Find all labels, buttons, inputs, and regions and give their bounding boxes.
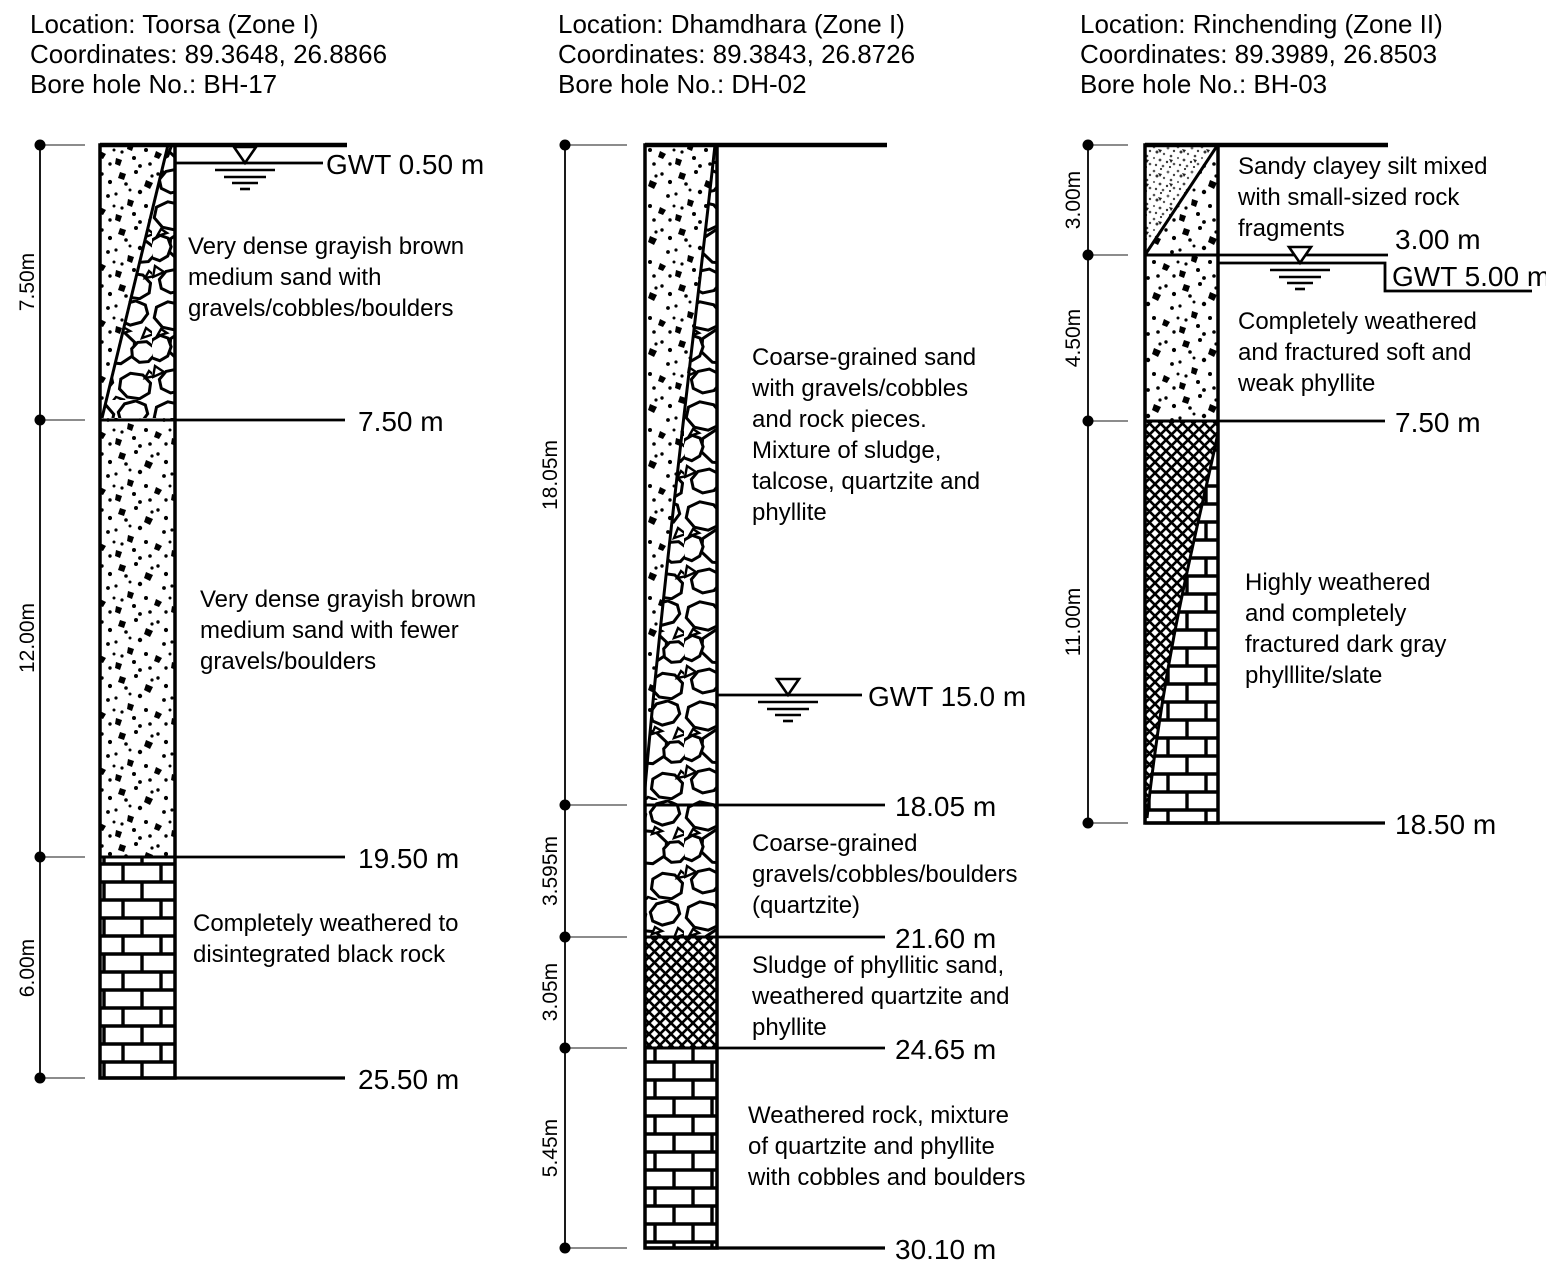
header-borehole-no: Bore hole No.: BH-03 xyxy=(1080,69,1327,99)
layer-description-line: and completely xyxy=(1245,600,1406,627)
water-table-icon xyxy=(1268,245,1332,291)
header-coordinates: Coordinates: 89.3648, 26.8866 xyxy=(30,39,387,69)
layer-diagonal-boundary xyxy=(643,144,717,789)
header-borehole-no: Bore hole No.: BH-17 xyxy=(30,69,277,99)
layer-description-line: phyllite xyxy=(752,499,827,526)
dim-label: 3.05m xyxy=(539,963,562,1021)
gwt-label: GWT 0.50 m xyxy=(326,149,484,180)
depth-label: 24.65 m xyxy=(895,1034,996,1065)
depth-label: 3.00 m xyxy=(1395,224,1481,255)
header-coordinates: Coordinates: 89.3843, 26.8726 xyxy=(558,39,915,69)
layer-curved-boundary xyxy=(1145,432,1220,819)
layer-description-line: phyllite xyxy=(752,1014,827,1041)
layer-description-line: Mixture of sludge, xyxy=(752,437,941,464)
gwt-label: GWT 15.0 m xyxy=(868,681,1026,712)
layer-weathered-rock xyxy=(100,857,175,1078)
layer-description-line: Coarse-grained xyxy=(752,830,917,857)
dim-label: 7.50m xyxy=(16,253,39,311)
layer-description-line: Completely weathered to xyxy=(193,910,458,937)
layer-description-line: Very dense grayish brown xyxy=(200,586,476,613)
depth-label: 19.50 m xyxy=(358,843,459,874)
layer-description-line: and rock pieces. xyxy=(752,406,927,433)
layer-description-line: weathered quartzite and xyxy=(751,983,1010,1010)
depth-label: 25.50 m xyxy=(358,1064,459,1095)
borehole-dh02: Location: Dhamdhara (Zone I) Coordinates… xyxy=(539,9,1026,1265)
layer-description-line: fragments xyxy=(1238,215,1345,242)
layer-description-line: Highly weathered xyxy=(1245,569,1430,596)
layer-description-line: medium sand with fewer xyxy=(200,617,459,644)
dim-label: 6.00m xyxy=(16,939,39,997)
layer-description-line: Completely weathered xyxy=(1238,308,1477,335)
depth-label: 18.05 m xyxy=(895,791,996,822)
layer-description-line: of quartzite and phyllite xyxy=(748,1133,995,1160)
layer-diagonal-boundary xyxy=(100,144,170,419)
dim-label: 18.05m xyxy=(539,440,562,510)
layer-description-line: gravels/cobbles/boulders xyxy=(752,861,1018,888)
water-table-icon xyxy=(756,677,820,723)
layer-sand xyxy=(100,420,175,857)
layer-diagonal-boundary xyxy=(1143,145,1219,256)
layer-description-line: talcose, quartzite and xyxy=(752,468,980,495)
layer-description-line: with gravels/cobbles xyxy=(751,375,968,402)
layer-description-line: with cobbles and boulders xyxy=(747,1164,1026,1191)
header-location: Location: Dhamdhara (Zone I) xyxy=(558,9,905,39)
layer-description-line: and fractured soft and xyxy=(1238,339,1471,366)
gwt-label: GWT 5.00 m xyxy=(1392,261,1546,292)
layer-description-line: medium sand with xyxy=(188,264,381,291)
dim-label: 3.595m xyxy=(539,836,562,906)
layer-description-line: weak phyllite xyxy=(1237,370,1375,397)
layer-sand xyxy=(1145,255,1218,421)
layer-description-line: fractured dark gray xyxy=(1245,631,1446,658)
layer-description-line: gravels/boulders xyxy=(200,648,376,675)
layer-description-line: Sludge of phyllitic sand, xyxy=(752,952,1004,979)
dim-label: 11.00m xyxy=(1062,588,1085,657)
layer-description-line: Very dense grayish brown xyxy=(188,233,464,260)
layer-description-line: Weathered rock, mixture xyxy=(748,1102,1009,1129)
layer-cobble-wedge xyxy=(645,145,717,805)
header-borehole-no: Bore hole No.: DH-02 xyxy=(558,69,807,99)
header-location: Location: Rinchending (Zone II) xyxy=(1080,9,1443,39)
header-coordinates: Coordinates: 89.3989, 26.8503 xyxy=(1080,39,1437,69)
layer-cobble-wedge xyxy=(102,145,175,418)
header-location: Location: Toorsa (Zone I) xyxy=(30,9,319,39)
layer-description-line: gravels/cobbles/boulders xyxy=(188,295,454,322)
dim-label: 4.50m xyxy=(1062,309,1085,367)
borehole-bh03: Location: Rinchending (Zone II) Coordina… xyxy=(1062,9,1546,840)
depth-label: 7.50 m xyxy=(358,406,444,437)
water-table-icon xyxy=(213,145,277,191)
layer-weathered-rock xyxy=(645,1048,717,1248)
dim-label: 12.00m xyxy=(16,603,39,673)
dim-label: 3.00m xyxy=(1062,171,1085,229)
depth-label: 18.50 m xyxy=(1395,809,1496,840)
depth-label: 7.50 m xyxy=(1395,407,1481,438)
dim-label: 5.45m xyxy=(539,1119,562,1177)
layer-crosshatch-wedge xyxy=(1145,421,1218,823)
layer-description-line: (quartzite) xyxy=(752,892,860,919)
depth-label: 21.60 m xyxy=(895,923,996,954)
layer-cobbles xyxy=(645,805,717,937)
layer-description-line: disintegrated black rock xyxy=(193,941,446,968)
layer-sludge-crosshatch xyxy=(645,937,717,1048)
layer-description-line: Coarse-grained sand xyxy=(752,344,976,371)
layer-description-line: with small-sized rock xyxy=(1237,184,1460,211)
layer-description-line: phylllite/slate xyxy=(1245,662,1382,689)
layer-description-line: Sandy clayey silt mixed xyxy=(1238,153,1487,180)
depth-label: 30.10 m xyxy=(895,1234,996,1265)
borehole-bh17: Location: Toorsa (Zone I) Coordinates: 8… xyxy=(16,9,484,1095)
